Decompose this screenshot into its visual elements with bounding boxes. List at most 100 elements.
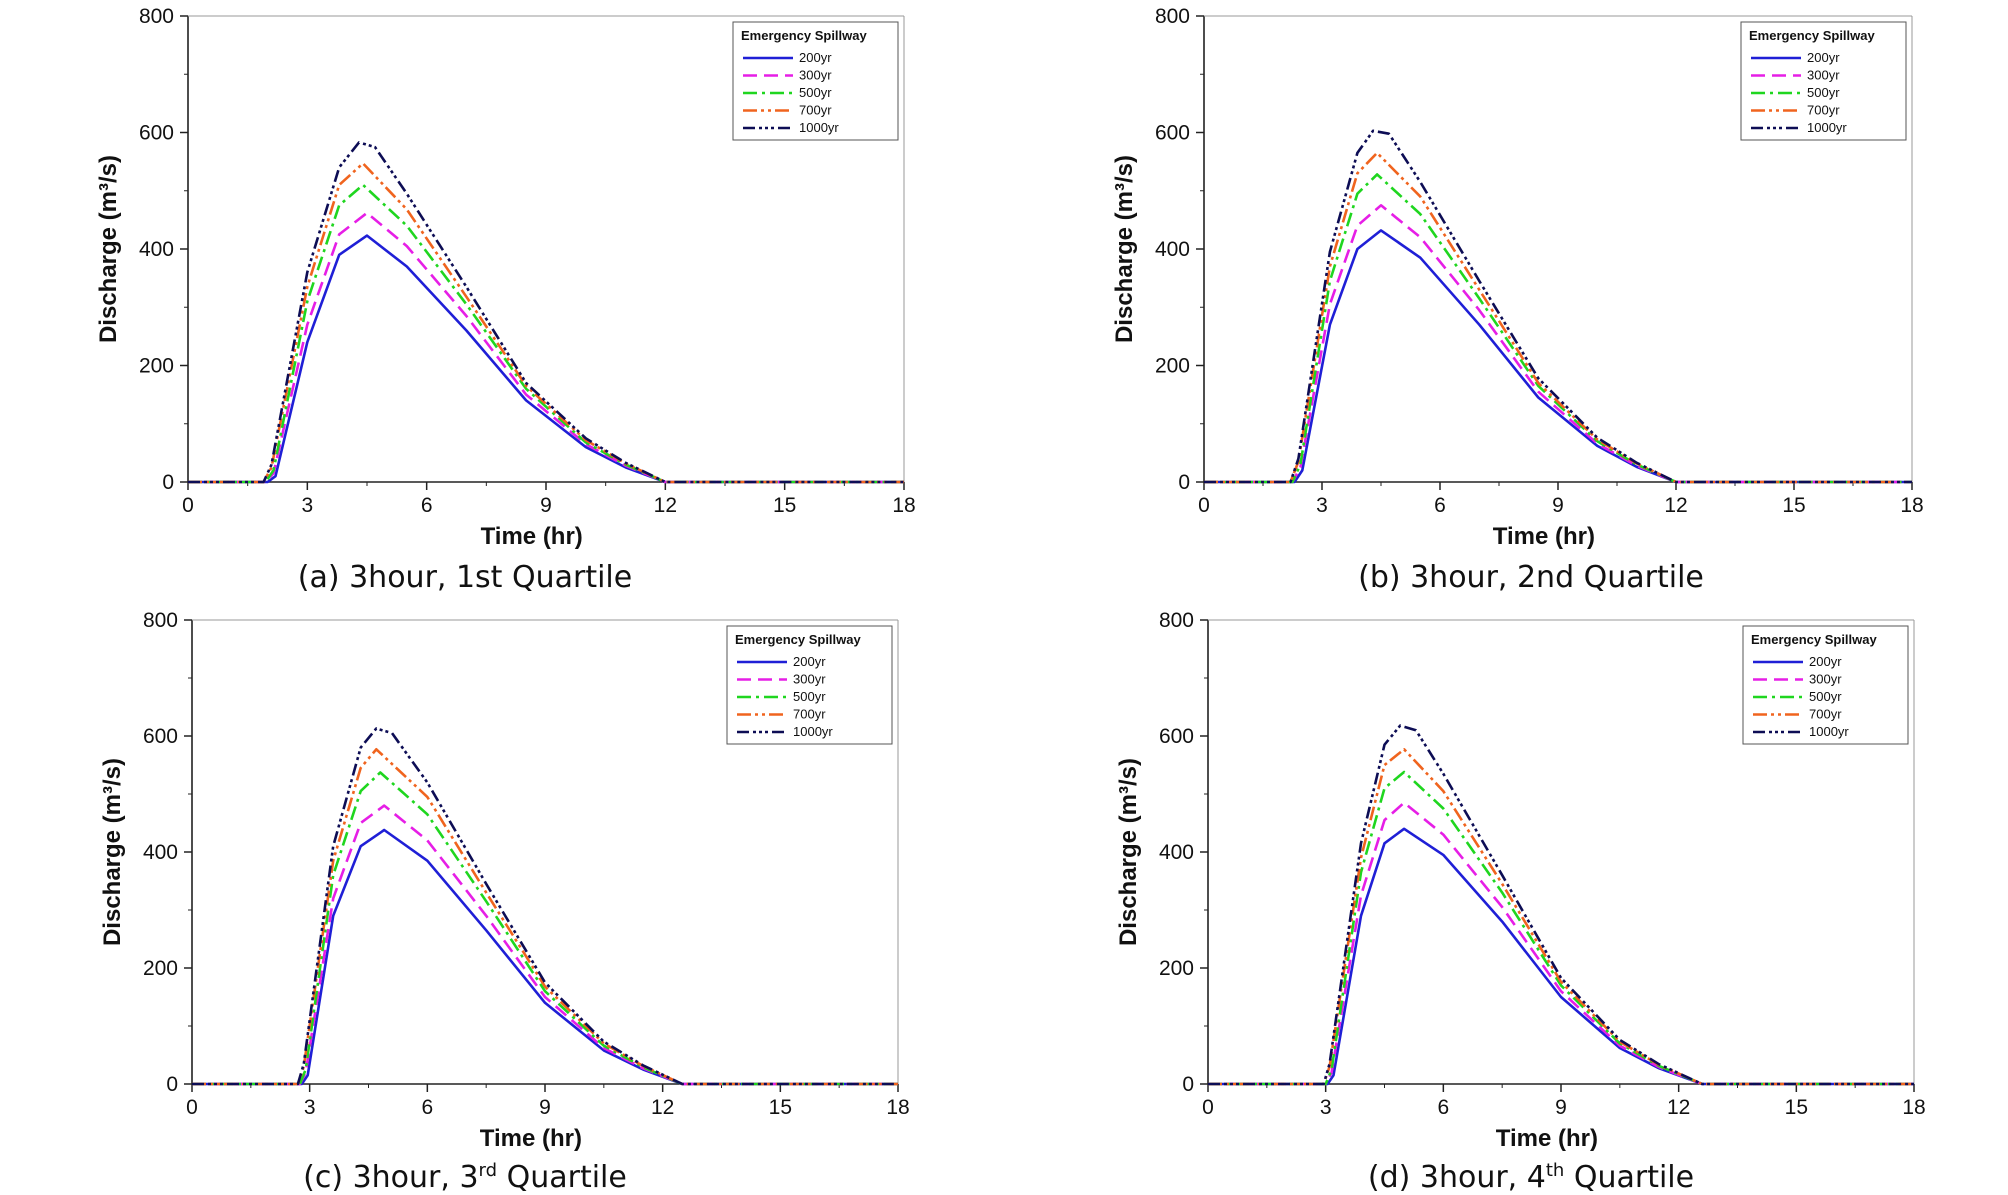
x-tick-label: 12 (1667, 1096, 1690, 1119)
legend-label-700yr: 700yr (1807, 103, 1840, 118)
series-line-300yr (192, 804, 898, 1086)
series-line-300yr (188, 211, 904, 484)
y-tick-label: 400 (1155, 238, 1190, 261)
x-tick-label: 12 (1664, 494, 1687, 517)
legend-label-700yr: 700yr (799, 103, 832, 118)
x-tick-label: 9 (539, 1096, 551, 1119)
x-tick-label: 3 (1316, 494, 1328, 517)
series-line-500yr (1204, 173, 1912, 484)
x-tick-label: 6 (1437, 1096, 1449, 1119)
caption-d-suffix: Quartile (1564, 1160, 1695, 1195)
y-tick-label: 800 (143, 609, 178, 632)
legend-box (726, 625, 893, 745)
caption-a-text: (a) 3hour, 1st Quartile (297, 560, 633, 595)
x-tick-label: 6 (421, 1096, 433, 1119)
legend-label-500yr: 500yr (793, 689, 826, 704)
x-tick-label: 0 (1202, 1096, 1214, 1119)
x-tick-label: 15 (1782, 494, 1805, 517)
caption-c-sup: rd (478, 1160, 498, 1181)
series-line-300yr (1208, 801, 1914, 1086)
legend-label-700yr: 700yr (793, 707, 826, 722)
y-tick-label: 200 (143, 957, 178, 980)
x-tick-label: 6 (421, 494, 433, 517)
caption-d-sup: th (1545, 1160, 1565, 1181)
x-axis-title: Time (hr) (481, 523, 583, 550)
chart-b: 0 200 400 600 800 0 3 6 9 12 15 18 Time (hr) Discharg… (1111, 5, 1924, 550)
legend-box (1742, 625, 1909, 745)
series-line-500yr (192, 771, 898, 1086)
legend-label-300yr: 300yr (1809, 672, 1842, 687)
x-tick-label: 0 (182, 494, 194, 517)
legend-label-500yr: 500yr (1809, 689, 1842, 704)
legend-label-500yr: 500yr (1807, 85, 1840, 100)
x-tick-label: 9 (540, 494, 552, 517)
legend-title: Emergency Spillway (741, 28, 867, 43)
x-tick-label: 9 (1555, 1096, 1567, 1119)
caption-b-text: (b) 3hour, 2nd Quartile (1358, 560, 1704, 595)
caption-d-prefix: (d) 3hour, 4 (1367, 1160, 1546, 1195)
chart-c: 0 200 400 600 800 0 3 6 9 12 15 18 Time (hr) Discharg… (99, 609, 910, 1152)
y-axis-title: Discharge (m³/s) (1115, 758, 1142, 946)
legend-label-500yr: 500yr (799, 85, 832, 100)
x-tick-label: 15 (1785, 1096, 1808, 1119)
legend-label-300yr: 300yr (793, 672, 826, 687)
series-line-200yr (188, 234, 904, 484)
y-tick-label: 400 (143, 841, 178, 864)
y-axis-title: Discharge (m³/s) (99, 758, 126, 946)
chart-a: 0 200 400 600 800 0 3 6 9 12 15 18 Time (hr) Discharg… (95, 5, 916, 550)
legend-label-200yr: 200yr (793, 654, 826, 669)
x-tick-label: 3 (304, 1096, 316, 1119)
y-tick-label: 400 (139, 238, 174, 261)
series-line-200yr (1204, 229, 1912, 484)
caption-c: (c) 3hour, 3rd Quartile (0, 1160, 930, 1195)
series-line-700yr (192, 748, 898, 1086)
series-line-1000yr (1204, 129, 1912, 484)
y-tick-label: 600 (1155, 122, 1190, 145)
x-tick-label: 18 (886, 1096, 909, 1119)
series-line-200yr (192, 828, 898, 1086)
x-tick-label: 15 (773, 494, 796, 517)
x-axis-title: Time (hr) (480, 1125, 582, 1152)
legend-label-700yr: 700yr (1809, 707, 1842, 722)
legend-label-200yr: 200yr (1809, 654, 1842, 669)
legend-label-300yr: 300yr (1807, 68, 1840, 83)
y-tick-label: 0 (1182, 1073, 1194, 1096)
x-tick-label: 6 (1434, 494, 1446, 517)
series-line-1000yr (1208, 724, 1914, 1086)
legend-label-200yr: 200yr (799, 50, 832, 65)
series-line-200yr (1208, 827, 1914, 1086)
x-axis-title: Time (hr) (1496, 1125, 1598, 1152)
y-tick-label: 0 (1178, 471, 1190, 494)
y-tick-label: 0 (162, 471, 174, 494)
y-axis-title: Discharge (m³/s) (1111, 155, 1138, 343)
caption-c-prefix: (c) 3hour, 3 (303, 1160, 479, 1195)
y-tick-label: 200 (1155, 355, 1190, 378)
legend-title: Emergency Spillway (1751, 632, 1877, 647)
series-line-1000yr (188, 141, 904, 484)
legend-label-300yr: 300yr (799, 68, 832, 83)
x-tick-label: 18 (1902, 1096, 1925, 1119)
series-line-500yr (1208, 770, 1914, 1086)
y-tick-label: 600 (139, 122, 174, 145)
series-line-700yr (1208, 748, 1914, 1086)
x-tick-label: 12 (651, 1096, 674, 1119)
y-tick-label: 600 (143, 725, 178, 748)
y-tick-label: 200 (139, 355, 174, 378)
y-tick-label: 400 (1159, 841, 1194, 864)
x-tick-label: 3 (1320, 1096, 1332, 1119)
legend-label-1000yr: 1000yr (1807, 120, 1847, 135)
legend-box (1740, 21, 1907, 141)
x-tick-label: 15 (769, 1096, 792, 1119)
x-tick-label: 0 (186, 1096, 198, 1119)
y-axis-title: Discharge (m³/s) (95, 155, 122, 343)
y-tick-label: 800 (1159, 609, 1194, 632)
y-tick-label: 800 (139, 5, 174, 28)
y-tick-label: 200 (1159, 957, 1194, 980)
legend-label-200yr: 200yr (1807, 50, 1840, 65)
x-tick-label: 12 (654, 494, 677, 517)
legend-title: Emergency Spillway (735, 632, 861, 647)
caption-a: (a) 3hour, 1st Quartile (0, 560, 930, 595)
x-axis-title: Time (hr) (1493, 523, 1595, 550)
legend-title: Emergency Spillway (1749, 28, 1875, 43)
